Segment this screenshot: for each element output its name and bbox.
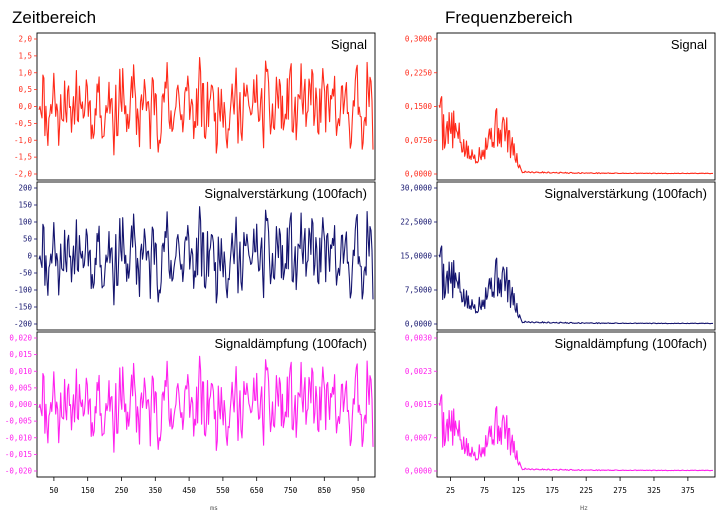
time-panel-3-title: Signaldämpfung (100fach) xyxy=(215,336,368,351)
time-xtick-label: 750 xyxy=(284,486,298,495)
time-unit-label: ms xyxy=(210,504,218,512)
time-xtick-label: 50 xyxy=(49,486,59,495)
freq-xtick-label: 375 xyxy=(681,486,695,495)
time-panel-3-series-line xyxy=(38,355,374,453)
time-panel-2-ytick-label: -150 xyxy=(14,303,33,312)
time-panel-1-series-line xyxy=(38,57,374,156)
freq-panel-1-series-line xyxy=(438,96,714,175)
freq-panel-1-ytick-label: 0,2250 xyxy=(405,68,433,77)
time-panel-1-ytick-label: 0,5 xyxy=(18,85,32,94)
freq-xtick-label: 75 xyxy=(480,486,489,495)
time-xtick-label: 950 xyxy=(351,486,365,495)
time-panel-2-ytick-label: -200 xyxy=(14,320,33,329)
freq-panel-1-ytick-label: 0,3000 xyxy=(405,35,433,44)
freq-panel-3-title: Signaldämpfung (100fach) xyxy=(555,336,708,351)
time-xtick-label: 550 xyxy=(216,486,230,495)
time-panel-2-frame xyxy=(36,181,376,331)
freq-panel-3-ytick-label: 0,0030 xyxy=(405,334,433,343)
time-panel-1-ytick-label: 1,5 xyxy=(18,51,32,60)
time-panel-2-ytick-label: 200 xyxy=(18,184,32,193)
time-panel-3-ytick-label: 0,015 xyxy=(9,350,32,359)
time-panel-3-ytick-label: -0,005 xyxy=(5,417,32,426)
time-panel-2-ytick-label: 100 xyxy=(18,218,32,227)
time-panel-1-ytick-label: 2,0 xyxy=(18,35,32,44)
freq-xtick-label: 325 xyxy=(647,486,661,495)
time-panel-2-ytick-label: 150 xyxy=(18,201,32,210)
time-panel-1-ytick-label: -0,5 xyxy=(14,119,32,128)
freq-xtick-label: 125 xyxy=(512,486,526,495)
freq-panel-3-ytick-label: 0,0000 xyxy=(405,467,433,476)
frequency-domain-heading: Frequenzbereich xyxy=(445,8,573,27)
time-xtick-label: 650 xyxy=(250,486,264,495)
time-panel-3-ytick-label: -0,010 xyxy=(5,433,33,442)
time-panel-1-ytick-label: -1,0 xyxy=(14,136,33,145)
time-panel-2-ytick-label: 50 xyxy=(23,235,33,244)
freq-xtick-label: 175 xyxy=(545,486,559,495)
freq-panel-2-ytick-label: 7,5000 xyxy=(405,286,433,295)
freq-panel-3-series-line xyxy=(438,394,714,472)
time-panel-3-frame xyxy=(36,331,376,478)
freq-panel-1-ytick-label: 0,0000 xyxy=(405,170,433,179)
freq-xtick-label: 25 xyxy=(446,486,455,495)
time-xtick-label: 850 xyxy=(318,486,332,495)
time-panel-2-title: Signalverstärkung (100fach) xyxy=(204,186,367,201)
freq-xtick-label: 225 xyxy=(579,486,593,495)
time-panel-3-ytick-label: 0,005 xyxy=(9,383,32,392)
freq-panel-2-ytick-label: 22,5000 xyxy=(400,218,432,227)
time-panel-2-ytick-label: -50 xyxy=(18,269,32,278)
freq-panel-3-ytick-label: 0,0007 xyxy=(405,433,432,442)
time-panel-1-title: Signal xyxy=(331,37,367,52)
time-panel-1-ytick-label: 1,0 xyxy=(18,68,32,77)
freq-panel-2-ytick-label: 15,0000 xyxy=(400,252,432,261)
time-xtick-label: 350 xyxy=(149,486,163,495)
time-panel-3-ytick-label: -0,015 xyxy=(5,450,32,459)
freq-panel-2-series-line xyxy=(438,245,714,325)
time-panel-3-ytick-label: 0,010 xyxy=(9,367,32,376)
freq-unit-label: Hz xyxy=(580,504,588,512)
freq-panel-1-ytick-label: 0,1500 xyxy=(405,102,433,111)
freq-panel-1-ytick-label: 0,0750 xyxy=(405,136,433,145)
time-domain-heading: Zeitbereich xyxy=(12,8,97,27)
freq-panel-2-ytick-label: 30,0000 xyxy=(400,184,432,193)
freq-panel-2-ytick-label: 0,0000 xyxy=(405,320,433,329)
time-panel-2-ytick-label: 0 xyxy=(27,252,32,261)
time-panel-1-ytick-label: -1,5 xyxy=(14,153,32,162)
time-panel-2-ytick-label: -100 xyxy=(14,286,33,295)
time-panel-1-frame xyxy=(36,32,376,181)
time-panel-3-ytick-label: -0,020 xyxy=(5,467,33,476)
time-panel-1-ytick-label: -2,0 xyxy=(14,170,33,179)
freq-panel-3-ytick-label: 0,0023 xyxy=(405,367,432,376)
freq-panel-3-ytick-label: 0,0015 xyxy=(405,400,432,409)
time-panel-3-ytick-label: 0,000 xyxy=(9,400,32,409)
time-panel-1-ytick-label: 0,0 xyxy=(18,102,32,111)
freq-xtick-label: 275 xyxy=(613,486,627,495)
time-xtick-label: 150 xyxy=(81,486,95,495)
freq-panel-1-title: Signal xyxy=(671,37,707,52)
time-xtick-label: 250 xyxy=(115,486,129,495)
time-panel-2-series-line xyxy=(38,206,374,306)
time-xtick-label: 450 xyxy=(182,486,196,495)
freq-panel-2-title: Signalverstärkung (100fach) xyxy=(544,186,707,201)
time-panel-3-ytick-label: 0,020 xyxy=(9,334,32,343)
